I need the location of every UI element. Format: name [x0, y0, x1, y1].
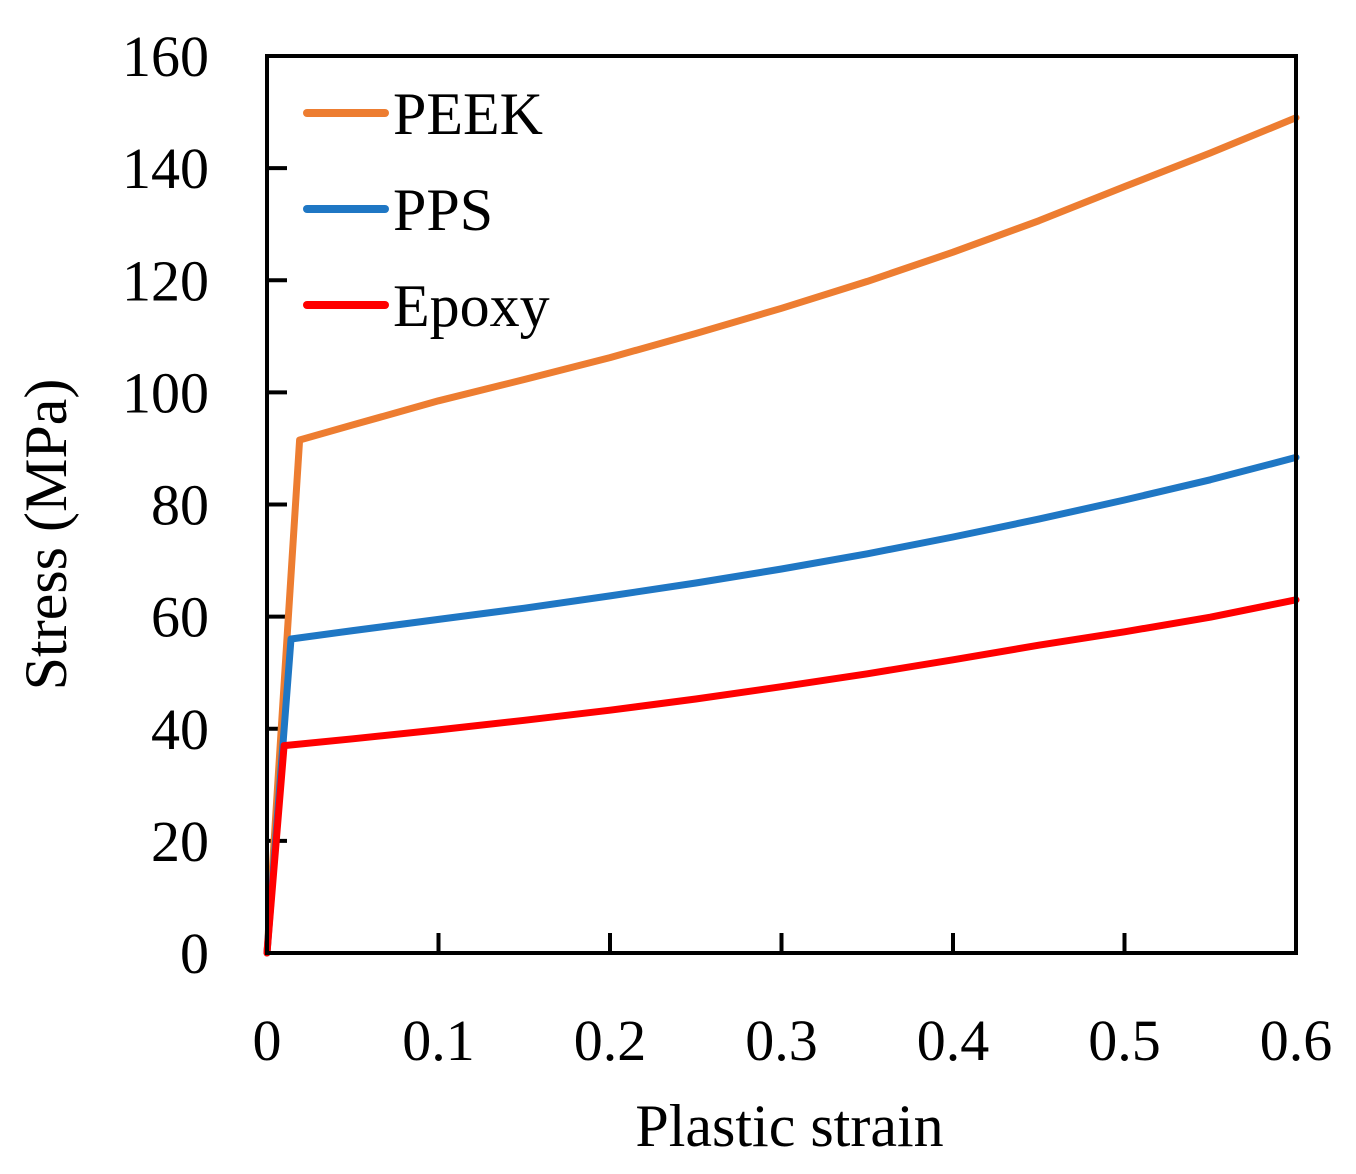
- legend-label-peek: PEEK: [393, 81, 543, 147]
- legend-label-epoxy: Epoxy: [393, 273, 550, 339]
- y-tick-label-0: 0: [180, 921, 209, 986]
- x-tick-label-2: 0.2: [574, 1008, 647, 1073]
- y-tick-label-8: 160: [122, 24, 209, 89]
- y-tick-label-7: 140: [122, 136, 209, 201]
- series-line-pps: [263, 453, 1300, 957]
- legend: PEEK PPS Epoxy: [303, 81, 550, 339]
- x-tick-label-6: 0.6: [1260, 1008, 1333, 1073]
- y-tick-label-2: 40: [151, 697, 209, 762]
- y-axis-title: Stress (MPa): [13, 379, 79, 691]
- x-tick-label-3: 0.3: [745, 1008, 818, 1073]
- x-tick-label-5: 0.5: [1088, 1008, 1161, 1073]
- x-tick-label-4: 0.4: [917, 1008, 990, 1073]
- x-tick-label-1: 0.1: [402, 1008, 475, 1073]
- series-layer: [263, 114, 1300, 957]
- y-tick-label-6: 120: [122, 248, 209, 313]
- plot-frame: [265, 54, 1298, 955]
- series-line-peek: [263, 114, 1300, 957]
- labels-layer: 0 0.1 0.2 0.3 0.4 0.5 0.6 0 20 40 60 80 100 120 140 160: [122, 24, 1332, 1073]
- legend-label-pps: PPS: [393, 177, 493, 243]
- y-tick-label-4: 80: [151, 473, 209, 538]
- y-tick-label-5: 100: [122, 360, 209, 425]
- y-tick-label-3: 60: [151, 585, 209, 650]
- y-tick-label-1: 20: [151, 809, 209, 874]
- x-axis-title: Plastic strain: [635, 1093, 943, 1159]
- series-line-epoxy: [263, 596, 1300, 957]
- x-tick-label-0: 0: [253, 1008, 282, 1073]
